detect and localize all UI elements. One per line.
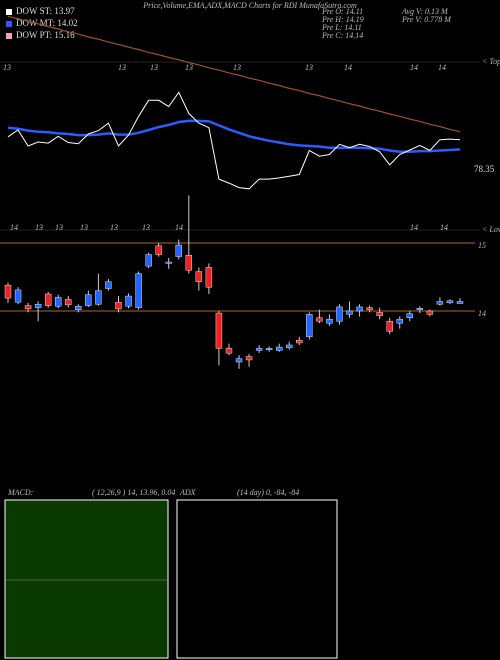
candle-body (75, 306, 82, 310)
date-label: 13 (80, 223, 88, 232)
date-label: 13 (35, 223, 43, 232)
date-label: 13 (233, 63, 241, 72)
date-label: 13 (185, 63, 193, 72)
candle-body (265, 348, 273, 350)
candle-body (366, 307, 373, 310)
adx-panel (176, 499, 338, 659)
lows-label: < Lows (482, 225, 500, 234)
y-tick-label: 15 (478, 241, 486, 250)
macd-params: ( 12,26,9 ) 14, 13.96, 0.04 (92, 488, 175, 497)
candle-body (446, 300, 454, 304)
candle-body (225, 348, 233, 354)
candle-body (376, 312, 383, 316)
info-text: Pre L: 14.11 (321, 23, 362, 32)
date-label: 14 (410, 63, 418, 72)
close-line (7, 91, 461, 190)
legend-swatch (6, 33, 12, 39)
date-label: 13 (110, 223, 118, 232)
candle-body (296, 340, 303, 344)
candle-body (125, 295, 132, 307)
candle-body (135, 273, 142, 308)
date-label: 14 (344, 63, 352, 72)
ema-line (7, 15, 461, 133)
info-text: Pre H: 14.19 (321, 15, 364, 24)
candle-body (85, 294, 92, 306)
candle-body (326, 318, 333, 324)
candle-body (14, 289, 22, 303)
adx-params: (14 day) 0, -84, -84 (237, 488, 299, 497)
candle-body (145, 254, 152, 267)
info-text: Pre V: 0.778 M (401, 15, 452, 24)
date-label: 14 (440, 223, 448, 232)
candle-body (346, 310, 353, 315)
candle-body (65, 299, 72, 306)
candle-body (286, 344, 293, 348)
candle-body (115, 301, 122, 310)
candle-body (396, 318, 403, 324)
candle-body (316, 317, 323, 322)
date-label: 13 (305, 63, 313, 72)
date-label: 13 (142, 223, 150, 232)
macd-label: MACD: (7, 488, 34, 497)
y-tick-label: 14 (478, 309, 486, 318)
candle-body (356, 306, 363, 312)
legend-label: DOW PT: 15.16 (16, 30, 75, 40)
legend-label: DOW ST: 13.97 (16, 6, 75, 16)
candle-body (155, 245, 162, 255)
date-label: 14 (175, 223, 183, 232)
info-text: Pre O: 14.11 (321, 7, 363, 16)
candle-body (205, 267, 213, 288)
macd-panel (4, 499, 169, 659)
date-label: 13 (55, 223, 63, 232)
legend-label: DOW MT: 14.02 (16, 18, 78, 28)
candle-body (245, 356, 253, 361)
candle-body (34, 304, 42, 308)
candle-body (255, 348, 263, 351)
ema-line (7, 119, 461, 153)
candle-body (406, 313, 413, 319)
candle-body (276, 346, 283, 351)
candle-body (416, 308, 424, 310)
candle-body (306, 314, 313, 338)
adx-label: ADX (179, 488, 197, 497)
legend-swatch (6, 9, 12, 15)
info-text: Avg V: 0.13 M (401, 7, 449, 16)
date-label: 14 (438, 63, 446, 72)
candle-body (105, 281, 112, 289)
candle-body (165, 261, 172, 264)
candle-body (215, 312, 223, 349)
right-value-label: 78.35 (474, 164, 495, 174)
legend-swatch (6, 21, 12, 27)
candle-body (4, 284, 12, 299)
candle-body (185, 255, 193, 271)
candle-body (456, 301, 464, 304)
candle-body (235, 358, 243, 363)
candle-body (95, 290, 102, 305)
date-label: 13 (150, 63, 158, 72)
chart-title: Price,Volume,EMA,ADX,MACD Charts for RDI… (142, 1, 357, 10)
candle-body (44, 293, 52, 306)
info-text: Pre C: 14.14 (321, 31, 363, 40)
candle-body (336, 306, 343, 322)
date-label: 13 (118, 63, 126, 72)
tops-label: < Tops (482, 57, 500, 66)
candle-body (386, 321, 393, 332)
date-label: 14 (10, 223, 18, 232)
date-label: 13 (3, 63, 11, 72)
candle-body (24, 305, 32, 310)
candle-body (175, 244, 182, 257)
date-label: 14 (410, 223, 418, 232)
candle-body (55, 297, 62, 307)
candle-body (195, 271, 203, 282)
candle-body (436, 301, 444, 305)
candle-body (426, 310, 434, 315)
